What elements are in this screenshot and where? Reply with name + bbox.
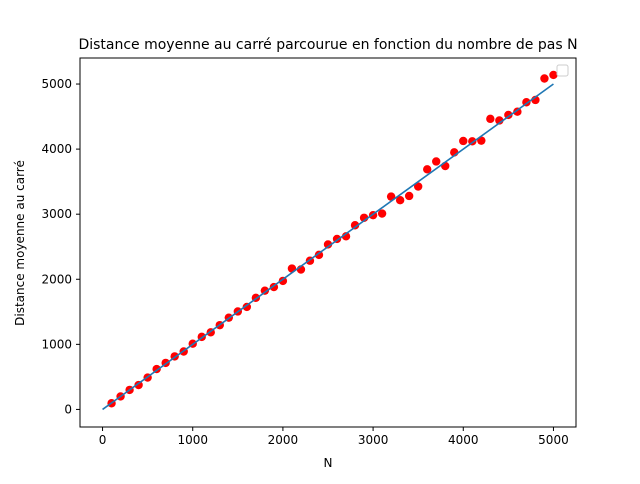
data-point	[242, 302, 252, 312]
data-point	[513, 107, 522, 116]
data-point	[413, 182, 423, 191]
data-point	[459, 136, 468, 146]
data-point	[323, 240, 333, 249]
data-point	[549, 70, 558, 80]
data-point	[486, 114, 495, 124]
y-tick-label: 2000	[41, 272, 72, 286]
data-point	[404, 191, 414, 201]
y-tick-label: 5000	[41, 77, 72, 91]
x-axis-label: N	[324, 456, 333, 470]
x-tick-label: 4000	[448, 433, 479, 447]
data-point	[278, 276, 288, 286]
y-tick-label: 3000	[41, 207, 72, 221]
data-point	[495, 116, 504, 125]
legend-box	[556, 64, 569, 77]
data-point	[423, 165, 432, 174]
data-point	[350, 221, 360, 230]
y-tick-label: 4000	[41, 142, 72, 156]
chart-title: Distance moyenne au carré parcourue en f…	[78, 37, 577, 53]
x-tick-label: 5000	[538, 433, 569, 447]
data-point	[134, 380, 143, 390]
data-point	[341, 232, 351, 241]
data-point	[432, 157, 441, 166]
x-tick-label: 0	[99, 433, 107, 447]
y-axis-label: Distance moyenne au carré	[13, 160, 27, 326]
data-point	[260, 286, 270, 295]
y-tick-label: 0	[64, 402, 72, 416]
fit-line	[102, 83, 554, 411]
data-point	[504, 110, 513, 120]
data-point	[395, 196, 405, 205]
data-point	[314, 250, 324, 260]
plot-frame	[79, 57, 577, 428]
data-point	[377, 209, 387, 218]
x-tick-label: 2000	[268, 433, 299, 447]
plot-area	[102, 70, 558, 411]
y-tick-label: 1000	[41, 337, 72, 351]
x-tick-label: 3000	[358, 433, 389, 447]
x-tick-label: 1000	[177, 433, 208, 447]
data-point	[540, 74, 549, 83]
